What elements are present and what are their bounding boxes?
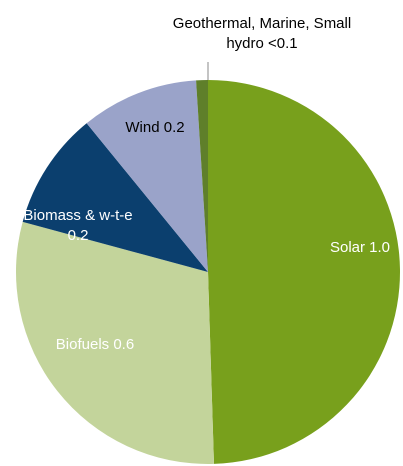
value-label: 0.2 [67,227,89,244]
slice-label: Solar 1.0 [300,238,403,258]
category-name: Biomass & w-t-e [23,207,133,224]
slice-label: Biofuels 0.6 [25,335,165,355]
pie-slice [22,123,208,272]
value-label: <0.1 [268,35,298,52]
pie-slice [15,221,214,465]
pie-slice [86,80,208,273]
category-name: Geothermal, Marine, Small hydro [172,15,352,52]
slice-label: Biomass & w-t-e 0.2 [13,206,143,246]
category-name: Biofuels [55,336,110,353]
value-label: 1.0 [369,239,391,256]
category-name: Solar [329,239,365,256]
pie-slice [196,80,208,272]
slice-label: Geothermal, Marine, Small hydro <0.1 [162,14,362,54]
slice-label: Wind 0.2 [110,118,200,138]
value-label: 0.2 [163,119,185,136]
pie-slice [208,80,401,464]
category-name: Wind [125,119,160,136]
value-label: 0.6 [113,336,135,353]
